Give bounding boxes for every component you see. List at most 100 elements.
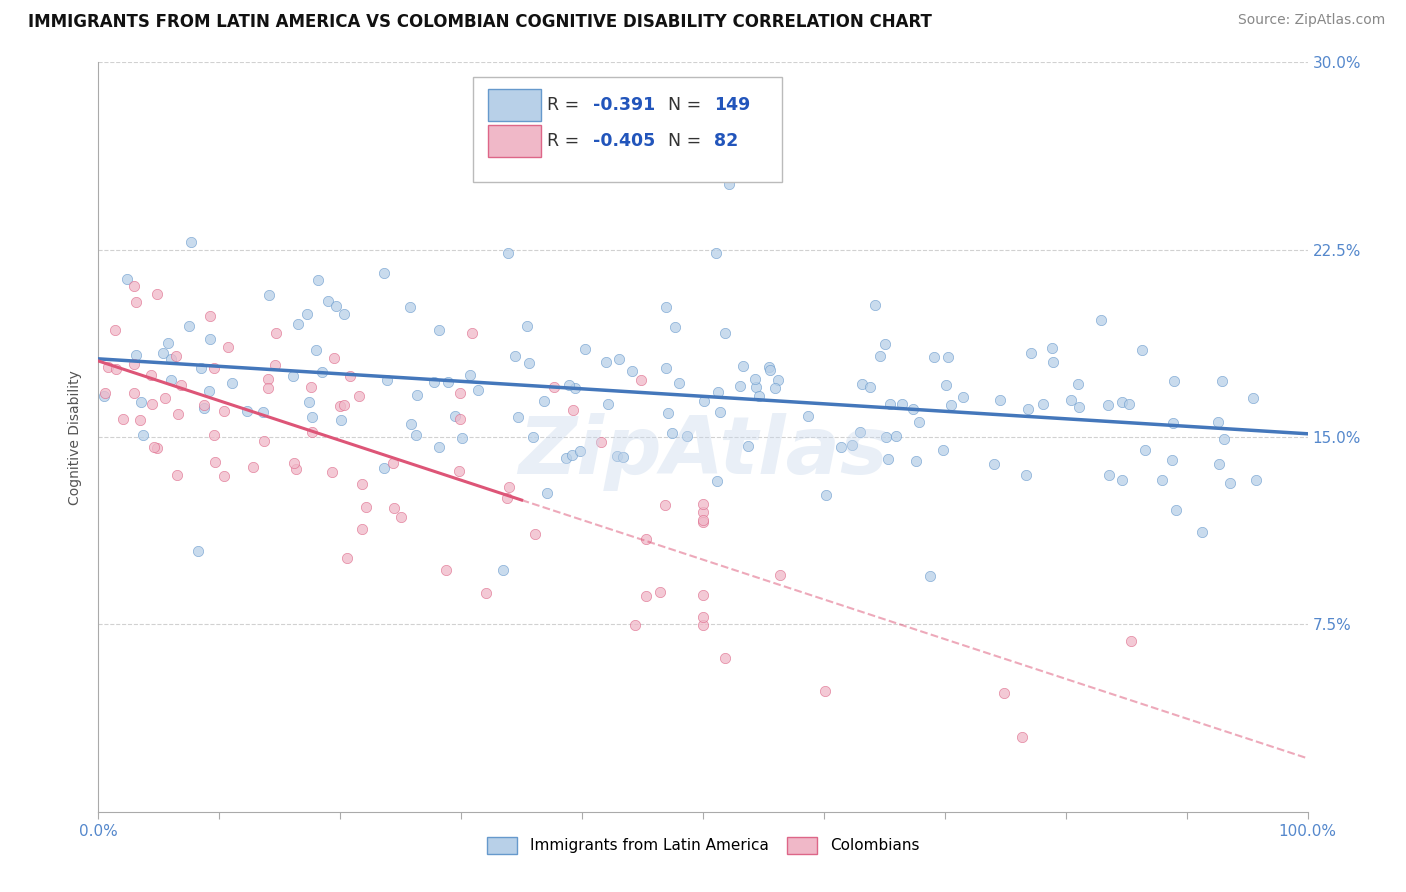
Point (574, 342, 596, 356)
Point (598, 396, 620, 410)
FancyBboxPatch shape (488, 89, 541, 121)
Text: R =: R = (547, 96, 585, 114)
Point (744, 371, 766, 385)
Point (1150, 473, 1173, 487)
Point (190, 360, 212, 375)
Point (283, 369, 305, 384)
Point (1098, 468, 1121, 483)
Point (125, 295, 148, 310)
Point (568, 444, 591, 458)
Point (1213, 432, 1236, 446)
Point (323, 351, 346, 365)
Point (198, 384, 221, 398)
Point (859, 380, 882, 394)
Point (132, 428, 155, 442)
Point (125, 348, 148, 362)
Point (339, 369, 361, 384)
Text: -0.391: -0.391 (593, 96, 655, 114)
Point (707, 384, 730, 399)
Point (202, 360, 225, 375)
Text: 82: 82 (714, 132, 738, 150)
Point (1132, 343, 1154, 357)
Point (758, 359, 780, 374)
Text: Source: ZipAtlas.com: Source: ZipAtlas.com (1237, 13, 1385, 28)
Point (595, 355, 617, 369)
Point (283, 457, 305, 471)
Point (236, 404, 259, 418)
Point (307, 273, 329, 287)
Point (460, 326, 482, 340)
Point (193, 401, 215, 415)
Point (122, 278, 145, 293)
Point (517, 356, 540, 370)
Point (630, 373, 652, 387)
Point (160, 373, 183, 387)
Point (932, 442, 955, 457)
Point (316, 293, 339, 308)
Point (1021, 345, 1043, 359)
Point (141, 397, 163, 411)
Point (94, 385, 117, 400)
Point (654, 361, 676, 376)
Point (516, 318, 538, 333)
Point (668, 376, 690, 390)
Point (875, 430, 897, 444)
Point (467, 384, 489, 398)
Point (693, 394, 716, 409)
Point (661, 425, 683, 440)
Point (1097, 399, 1119, 413)
Point (336, 551, 359, 566)
Point (104, 323, 127, 337)
Point (814, 488, 837, 502)
Point (1011, 730, 1033, 744)
Point (257, 372, 280, 386)
Point (193, 398, 215, 412)
Point (264, 326, 287, 341)
Point (941, 398, 963, 412)
Point (908, 415, 931, 429)
Point (284, 462, 307, 476)
Point (93, 389, 115, 403)
Point (373, 461, 395, 475)
Point (533, 393, 555, 408)
Point (621, 364, 644, 378)
Point (381, 456, 404, 470)
Point (321, 465, 343, 479)
Point (399, 300, 422, 314)
Point (745, 379, 768, 393)
Point (498, 246, 520, 260)
Point (983, 457, 1005, 471)
Point (156, 336, 179, 351)
Point (1090, 312, 1112, 326)
Point (654, 498, 676, 512)
Point (406, 388, 429, 402)
Point (1111, 394, 1133, 409)
Point (347, 389, 370, 403)
Point (522, 430, 544, 444)
Point (221, 376, 243, 390)
Point (333, 398, 356, 412)
Point (1211, 375, 1233, 389)
Point (304, 343, 326, 357)
Point (389, 509, 412, 524)
Point (692, 515, 714, 529)
Point (257, 288, 280, 302)
Point (295, 307, 318, 321)
Point (536, 486, 558, 500)
Point (129, 395, 152, 409)
Point (256, 381, 278, 395)
Point (301, 425, 323, 439)
Point (714, 651, 737, 665)
Point (405, 428, 427, 442)
Point (1219, 475, 1241, 490)
Point (330, 413, 353, 427)
Point (879, 397, 901, 411)
Point (875, 337, 897, 351)
Point (1163, 374, 1185, 388)
Point (664, 320, 686, 334)
Point (498, 480, 520, 494)
Point (506, 409, 529, 424)
Point (354, 500, 377, 515)
Text: R =: R = (547, 132, 585, 150)
Y-axis label: Cognitive Disability: Cognitive Disability (69, 369, 83, 505)
